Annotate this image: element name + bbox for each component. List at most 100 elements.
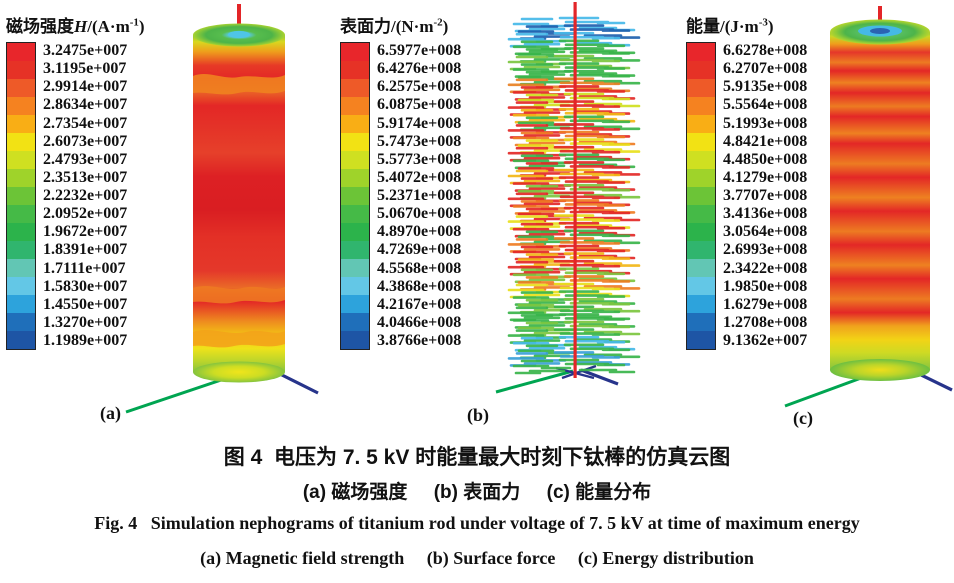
legend-value: 2.7354e+007 — [43, 114, 128, 132]
legend-value: 5.5773e+008 — [377, 150, 462, 168]
legend-value: 4.5568e+008 — [377, 259, 462, 277]
legend-title-paren: ) — [442, 17, 449, 36]
legend-value: 2.3422e+008 — [723, 259, 808, 277]
x-axis-line-green — [495, 369, 574, 394]
colorbar-segment — [687, 169, 715, 187]
legend-value: 2.6073e+007 — [43, 132, 128, 150]
legend-value: 4.1279e+008 — [723, 168, 808, 186]
legend-value: 6.6278e+008 — [723, 42, 808, 60]
rod-a-bottom-rim — [193, 361, 285, 383]
rod-c-body — [830, 32, 930, 370]
legend-value: 5.4072e+008 — [377, 168, 462, 186]
legend-value: 1.9672e+007 — [43, 223, 128, 241]
colorbar-segment — [341, 97, 369, 115]
legend-value: 5.7473e+008 — [377, 132, 462, 150]
colorbar-segment — [687, 133, 715, 151]
legend-value: 5.0670e+008 — [377, 205, 462, 223]
x-axis-line-green — [125, 375, 231, 414]
colorbar-segment — [687, 187, 715, 205]
z-axis-line-red — [237, 4, 241, 35]
colorbar-segment — [7, 277, 35, 295]
colorbar-segment — [341, 259, 369, 277]
legend-value: 6.5977e+008 — [377, 42, 462, 60]
legend-value: 4.7269e+008 — [377, 241, 462, 259]
legend-value: 5.1993e+008 — [723, 114, 808, 132]
legend-title-cn: 磁场强度 — [6, 17, 74, 36]
legend-value: 1.8391e+007 — [43, 241, 128, 259]
colorbar-segment — [7, 97, 35, 115]
legend-value: 4.8970e+008 — [377, 223, 462, 241]
colorbar-segment — [7, 115, 35, 133]
legend-title-unit: /(J·m — [720, 17, 759, 36]
colorbar-segment — [7, 259, 35, 277]
legend-value: 3.1195e+007 — [43, 60, 127, 78]
legend-value: 4.4850e+008 — [723, 150, 808, 168]
colorbar-segment — [7, 133, 35, 151]
rod-a-orange-band — [193, 74, 285, 95]
legend-value: 6.2575e+008 — [377, 78, 462, 96]
panel-label-a: (a) — [100, 403, 121, 423]
colorbar — [686, 42, 716, 350]
colorbar-values: 3.2475e+007 3.1195e+007 2.9914e+007 2.8634e… — [43, 42, 127, 350]
legend-title-unit: /(A·m — [87, 17, 130, 36]
rod-a-magnetic-field-nephogram — [125, 4, 319, 414]
colorbar-segment — [341, 79, 369, 97]
legend-value: 4.0466e+008 — [377, 313, 462, 331]
colorbar-segment — [7, 331, 35, 349]
colorbar-segment — [341, 295, 369, 313]
legend-title-exponent: -3 — [758, 16, 768, 29]
colorbar-segment — [687, 277, 715, 295]
colorbar-segment — [687, 259, 715, 277]
colorbar-segment — [7, 169, 35, 187]
legend-value: 1.5830e+007 — [43, 277, 128, 295]
colorbar-segment — [7, 295, 35, 313]
legend-title-magnetic-field: 磁场强度H/(A·m-1) — [6, 12, 145, 37]
colorbar-segment — [687, 97, 715, 115]
legend-title-paren: ) — [767, 17, 774, 36]
colorbar-segment — [687, 43, 715, 61]
caption-chinese-sublabels: (a) 磁场强度 (b) 表面力 (c) 能量分布 — [302, 482, 652, 503]
panel-label-c: (c) — [793, 408, 813, 428]
colorbar-segment — [341, 241, 369, 259]
caption-chinese-title: 图 4 电压为 7. 5 kV 时能量最大时刻下钛棒的仿真云图 — [223, 446, 731, 469]
rod-a-cap-center — [228, 30, 250, 39]
legend-value: 4.3868e+008 — [377, 277, 462, 295]
colorbar-segment — [7, 223, 35, 241]
legend-body: 6.6278e+008 6.2707e+008 5.9135e+008 5.5564e… — [686, 42, 807, 350]
legend-title-cn: 能量 — [686, 17, 720, 36]
rod-c-cap-center — [870, 28, 890, 34]
colorbar-segment — [341, 169, 369, 187]
caption-english-sublabels: (a) Magnetic field strength (b) Surface … — [200, 548, 754, 568]
legend-value: 6.4276e+008 — [377, 60, 462, 78]
legend-value: 3.0564e+008 — [723, 223, 808, 241]
colorbar-segment — [7, 43, 35, 61]
colorbar-values: 6.5977e+008 6.4276e+008 6.2575e+008 6.0875e… — [377, 42, 461, 350]
colorbar-segment — [341, 43, 369, 61]
legend-title-variable: H — [74, 17, 88, 36]
legend-value: 3.7707e+008 — [723, 187, 808, 205]
colorbar-segment — [341, 61, 369, 79]
legend-title-cn: 表面力 — [340, 17, 391, 36]
colorbar-segment — [687, 61, 715, 79]
colorbar-segment — [7, 205, 35, 223]
colorbar-segment — [7, 151, 35, 169]
legend-title-surface-force: 表面力/(N·m-2) — [340, 12, 461, 37]
z-axis-line-red — [573, 2, 577, 378]
y-axis-line-blue — [580, 368, 619, 386]
legend-value: 5.2371e+008 — [377, 187, 462, 205]
rod-c-bottom-rim — [830, 359, 930, 381]
colorbar-segment — [341, 331, 369, 349]
colorbar-segment — [687, 205, 715, 223]
legend-energy: 能量/(J·m-3) 6.6278e+008 6.2707e+008 5.9135e… — [686, 12, 807, 350]
legend-title-exponent: -1 — [129, 16, 139, 29]
colorbar-segment — [341, 223, 369, 241]
y-axis-line-blue — [279, 372, 319, 395]
legend-value: 4.8421e+008 — [723, 132, 808, 150]
legend-value: 3.8766e+008 — [377, 332, 462, 350]
colorbar-segment — [687, 241, 715, 259]
legend-title-paren: ) — [138, 17, 145, 36]
legend-value: 5.5564e+008 — [723, 96, 808, 114]
legend-magnetic-field-strength: 磁场强度H/(A·m-1) 3.2475e+007 3.1195e+007 2.99… — [6, 12, 145, 350]
legend-body: 3.2475e+007 3.1195e+007 2.9914e+007 2.8634e… — [6, 42, 145, 350]
